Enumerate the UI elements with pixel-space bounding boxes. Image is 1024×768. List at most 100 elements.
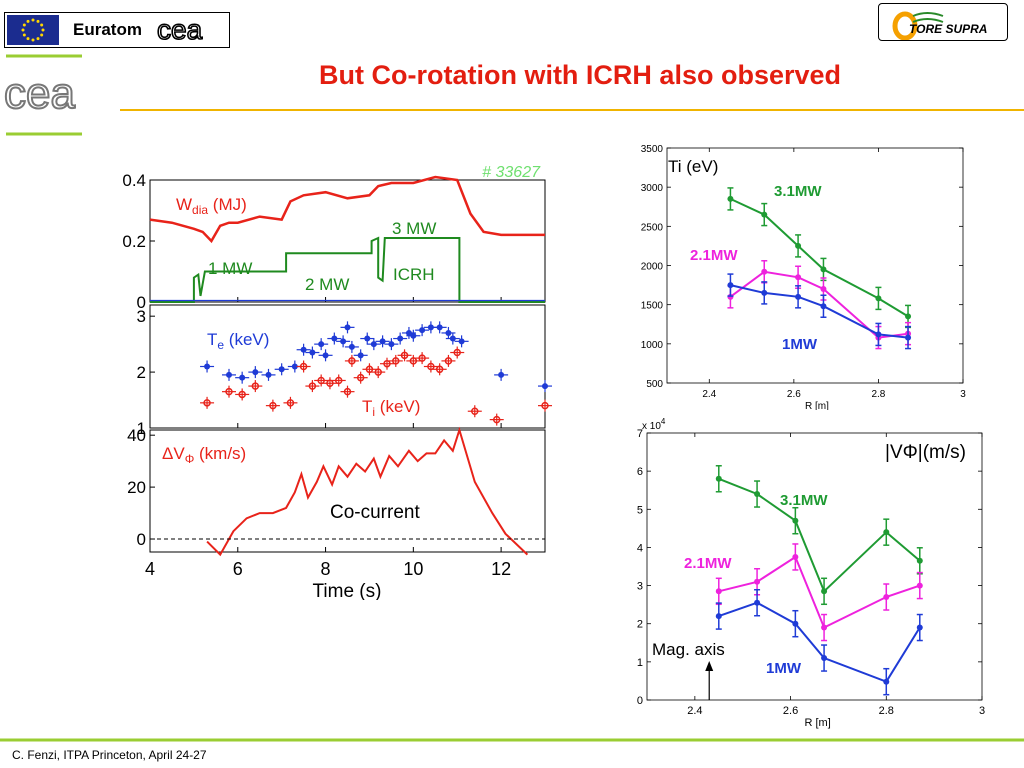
label-main: T [207,330,217,349]
flag-star-icon [26,19,30,23]
data-point [821,655,828,662]
data-point [269,401,277,410]
y-tick-label: 20 [127,478,146,497]
svg-text:cea: cea [157,17,203,43]
data-point [409,357,418,365]
data-point [541,401,549,410]
label-sub: i [372,405,375,419]
x-tick-label: 12 [491,559,511,579]
series-label: ΔVΦ (km/s) [162,444,246,466]
data-point [883,678,890,685]
y-tick-label: 3000 [641,183,664,194]
flag-star-icon [36,37,40,41]
flag-star-icon [41,28,45,32]
x-tick-label: 3 [960,389,966,400]
data-point [265,371,272,378]
data-point [397,335,404,342]
series-line [729,270,909,339]
annotation-icrh: ICRH [393,265,435,284]
plot-frame [646,432,983,701]
data-point [905,334,912,341]
x-tick-label: 2.6 [787,389,801,400]
y-tick-label: 0 [137,530,146,549]
data-point [792,620,799,627]
data-point [754,491,761,498]
velocity-profile-chart: 0 1 2 3 4 5 6 7 2.4 2.6 2.8 3 R [m] 3.1MW 2.1MW 1MW x 10… [637,417,985,729]
y-tick-label: 1 [137,419,146,438]
y-tick-label: 0 [637,695,643,707]
y-tick-label: 1500 [641,301,664,312]
data-point [317,376,325,385]
data-point [449,335,456,342]
series-line [729,197,909,318]
svg-text:cea: cea [4,69,75,118]
mag-axis-arrowhead-icon [705,661,714,671]
x-axis-label: R [m] [805,717,831,729]
y-tick-label: 40 [127,426,146,445]
y-tick-label: 2000 [641,262,664,273]
annotation-1mw: 1 MW [208,259,252,278]
annotation-2mw: 2 MW [305,275,349,294]
data-point [405,329,412,336]
series-label: Wdia (MJ) [176,195,247,217]
data-point [792,517,799,524]
data-point [715,588,722,595]
data-point [400,351,409,360]
data-point [916,557,923,564]
data-point [761,268,768,275]
flag-star-icon [40,33,44,37]
data-point [226,371,232,378]
data-point [715,613,722,620]
data-point [251,382,260,390]
series-line [149,175,545,244]
y-tick-label: 2 [637,619,643,631]
panel-frame [149,429,546,553]
data-point [331,335,338,342]
flag-star-icon [40,23,44,27]
data-point [820,286,827,292]
data-point [379,338,386,345]
data-point [445,329,452,336]
x-tick-label: 3 [979,705,985,717]
x-axis-label: Time (s) [313,581,382,600]
euratom-logo: Euratom cea [4,12,230,48]
panel-label-v: |VΦ|(m/s) [885,442,966,463]
data-point [365,365,374,374]
y-tick-label: 7 [637,428,643,440]
data-point [419,327,426,334]
data-point [322,352,329,359]
y-tick-label: 1 [637,657,643,669]
data-point [916,582,923,589]
y-tick-label: 1000 [641,340,664,351]
series-line [718,601,921,683]
data-point [334,376,343,385]
data-point [340,338,347,345]
y-tick-label: 2500 [641,222,664,233]
data-point [820,303,827,310]
y-tick-label: 3 [637,581,643,593]
footer-line [0,738,1024,742]
data-point [754,599,761,606]
slide-title: But Co-rotation with ICRH also observed [318,60,842,90]
ti-profile-chart: 500 1000 1500 2000 2500 3000 3500 2.4 2.6 2.8 3 R [… [641,144,966,410]
data-point [225,387,233,396]
data-point [344,324,351,331]
panel-label-ti: Ti (eV) [668,157,718,176]
data-point [348,343,355,350]
y-tick-label: 6 [637,466,643,478]
data-point [299,362,308,371]
title-underline [120,109,1024,111]
data-point [383,359,391,368]
data-point [792,553,799,560]
data-point [883,529,890,536]
annotation-3mw: 3 MW [392,219,436,238]
data-point [754,578,761,585]
data-point [795,242,802,249]
y-tick-label: 3 [137,307,146,326]
x-tick-label: 4 [145,559,155,579]
data-point [761,211,768,218]
data-point [875,295,882,302]
x-axis-label: R [m] [805,401,829,410]
data-point [436,324,443,331]
data-point [458,338,465,345]
